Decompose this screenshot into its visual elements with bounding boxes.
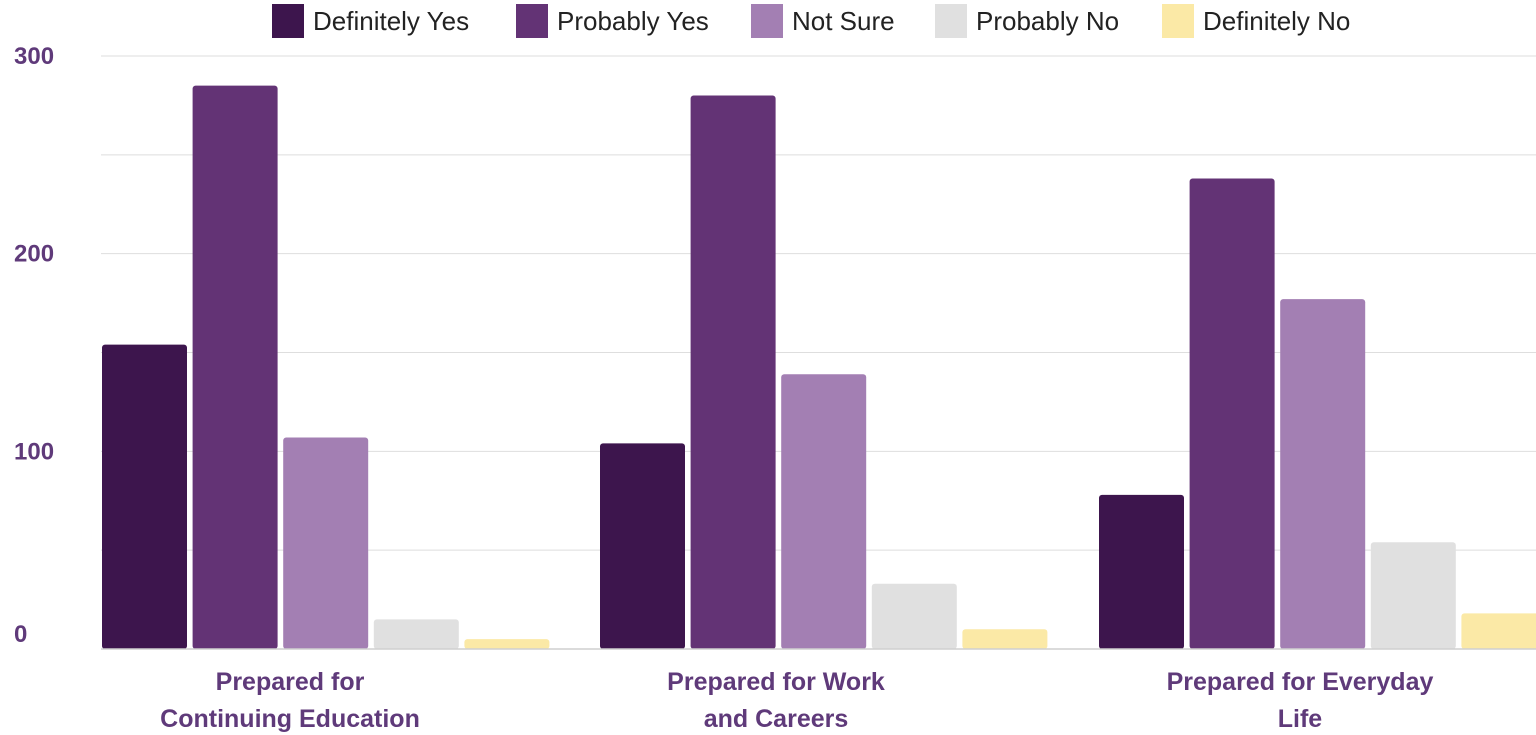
bar-definitely-no — [962, 629, 1048, 649]
x-axis: Prepared for Continuing Education Prepared… — [160, 668, 1433, 733]
x-category-label: Prepared for — [216, 668, 365, 696]
bar-definitely-yes — [1099, 494, 1184, 649]
legend: Definitely Yes Probably Yes Not Sure Probab… — [272, 4, 1350, 38]
bar-definitely-yes — [600, 443, 685, 649]
legend-item-definitely-yes: Definitely Yes — [272, 4, 469, 38]
bar-not-sure — [1280, 299, 1366, 649]
y-tick-label: 0 — [14, 621, 27, 648]
bars — [102, 85, 1536, 650]
legend-label: Probably No — [976, 6, 1119, 36]
x-category-label: and Careers — [704, 705, 849, 733]
legend-swatch — [751, 4, 783, 38]
bar-probably-no — [373, 619, 459, 649]
bar-probably-yes — [1189, 178, 1275, 649]
bar-probably-no — [871, 583, 957, 649]
legend-label: Probably Yes — [557, 6, 709, 36]
bar-probably-yes — [690, 95, 776, 650]
legend-swatch — [935, 4, 967, 38]
legend-item-probably-no: Probably No — [935, 4, 1119, 38]
y-tick-label: 100 — [14, 438, 54, 465]
legend-label: Definitely No — [1203, 6, 1350, 36]
x-category-label: Prepared for Work — [667, 668, 885, 696]
legend-swatch — [516, 4, 548, 38]
bar-definitely-yes — [102, 344, 187, 649]
legend-swatch — [1162, 4, 1194, 38]
x-category-label: Prepared for Everyday — [1167, 668, 1434, 696]
bar-not-sure — [781, 374, 867, 649]
y-axis: 0 100 200 300 — [14, 43, 54, 648]
x-category-label: Life — [1278, 705, 1323, 733]
legend-label: Definitely Yes — [313, 6, 469, 36]
bar-probably-yes — [192, 85, 278, 649]
bar-definitely-no — [1461, 613, 1536, 649]
x-category-label: Continuing Education — [160, 705, 420, 733]
y-tick-label: 200 — [14, 241, 54, 268]
legend-item-definitely-no: Definitely No — [1162, 4, 1350, 38]
bar-definitely-no — [464, 639, 550, 649]
bar-probably-no — [1370, 542, 1456, 649]
legend-label: Not Sure — [792, 6, 895, 36]
bar-not-sure — [283, 437, 369, 649]
legend-item-probably-yes: Probably Yes — [516, 4, 709, 38]
y-tick-label: 300 — [14, 43, 54, 70]
legend-item-not-sure: Not Sure — [751, 4, 895, 38]
legend-swatch — [272, 4, 304, 38]
